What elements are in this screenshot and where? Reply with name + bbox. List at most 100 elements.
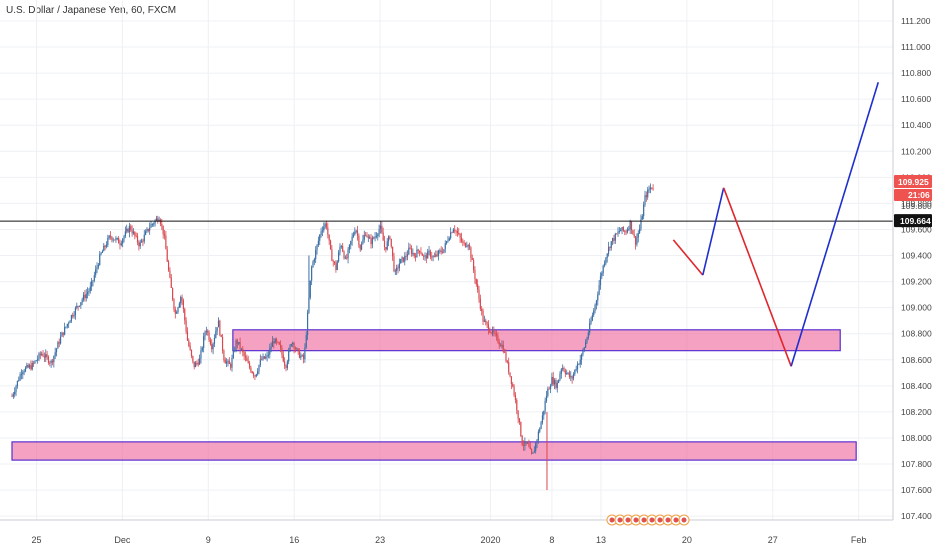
candle-body <box>498 342 500 345</box>
candle-body <box>84 294 86 299</box>
candle-body <box>223 350 225 360</box>
event-marker-dot <box>617 517 623 523</box>
projection-segment[interactable] <box>790 82 880 367</box>
candle-body <box>351 236 353 241</box>
candle-body <box>132 231 135 234</box>
candle-body <box>348 244 351 250</box>
candle-body <box>61 332 63 337</box>
candle-body <box>408 247 410 255</box>
candle-body <box>506 361 508 363</box>
candle-body <box>165 235 167 250</box>
candle-body <box>227 360 229 362</box>
candle-body <box>543 410 545 416</box>
candle-body <box>609 247 611 248</box>
candle-body <box>153 223 155 225</box>
candle-body <box>257 371 259 375</box>
projection-segment[interactable] <box>672 239 704 276</box>
candle-body <box>43 356 45 358</box>
candle-body <box>448 238 450 241</box>
candle-body <box>77 305 79 307</box>
candle-body <box>292 342 294 345</box>
candle-body <box>327 227 329 235</box>
candle-body <box>652 188 654 190</box>
candle-body <box>32 362 35 364</box>
candle-body <box>231 357 233 368</box>
candle-body <box>356 230 359 236</box>
candle-body <box>435 254 437 257</box>
event-marker-dot <box>649 517 655 523</box>
projection-segment[interactable] <box>702 187 725 276</box>
candle-body <box>560 369 562 374</box>
candle-body <box>387 236 390 242</box>
projection-path[interactable] <box>672 82 880 367</box>
projection-segment[interactable] <box>722 187 792 367</box>
candle-body <box>521 435 523 446</box>
candle-body <box>346 257 348 259</box>
y-tick-label: 111.000 <box>901 42 931 52</box>
candle-body <box>200 350 202 359</box>
candle-body <box>203 336 205 348</box>
candle-body <box>131 230 133 234</box>
candle-body <box>409 247 411 249</box>
candle-body <box>338 252 340 262</box>
candle-body <box>491 329 494 334</box>
y-tick-label: 108.200 <box>901 407 932 417</box>
candle-body <box>41 353 43 355</box>
candle-body <box>301 355 303 356</box>
candle-body <box>209 340 212 345</box>
candle-body <box>412 253 414 254</box>
candle-body <box>474 270 476 280</box>
candle-body <box>159 219 162 225</box>
candle-body <box>64 327 66 335</box>
event-markers[interactable] <box>606 514 690 526</box>
candle-body <box>143 234 145 242</box>
candle-body <box>270 347 272 349</box>
candle-body <box>563 368 565 372</box>
candle-body <box>525 441 527 444</box>
candle-body <box>140 240 143 243</box>
candle-body <box>27 365 29 368</box>
support-zone <box>11 441 857 461</box>
candle-body <box>104 245 106 247</box>
candle-body <box>455 230 457 232</box>
y-tick-label: 108.400 <box>901 381 932 391</box>
candle-body <box>88 290 90 293</box>
candle-body <box>127 228 129 233</box>
candle-body <box>636 237 638 245</box>
candle-body <box>632 230 634 235</box>
candle-body <box>431 256 433 258</box>
y-tick-label: 107.600 <box>901 485 932 495</box>
candle-body <box>352 234 355 237</box>
candle-body <box>289 345 291 351</box>
candle-body <box>158 219 160 222</box>
candle-body <box>648 189 650 191</box>
candle-body <box>162 225 164 235</box>
candle-body <box>294 348 297 350</box>
event-marker-dot <box>625 517 631 523</box>
candle-body <box>82 294 85 300</box>
candle-body <box>478 289 480 299</box>
candle-body <box>633 234 635 237</box>
candle-body <box>579 359 581 365</box>
candle-body <box>332 260 334 262</box>
hline-badge-label: 109.664 <box>900 216 931 226</box>
candle-body <box>239 341 241 349</box>
candle-body <box>80 302 82 306</box>
candle-body <box>402 257 405 262</box>
candle-body <box>219 320 221 335</box>
candle-body <box>281 348 283 355</box>
candle-body <box>624 230 626 232</box>
candle-body <box>45 354 47 358</box>
candle-body <box>321 230 324 232</box>
candle-body <box>456 231 459 234</box>
candle-body <box>396 267 398 271</box>
hline-badge <box>894 214 932 228</box>
candle-body <box>320 231 322 235</box>
candle-body <box>651 187 653 189</box>
x-tick-label: 27 <box>768 535 778 545</box>
candle-body <box>572 374 575 379</box>
candle-body <box>335 263 337 270</box>
candle-body <box>502 344 504 352</box>
